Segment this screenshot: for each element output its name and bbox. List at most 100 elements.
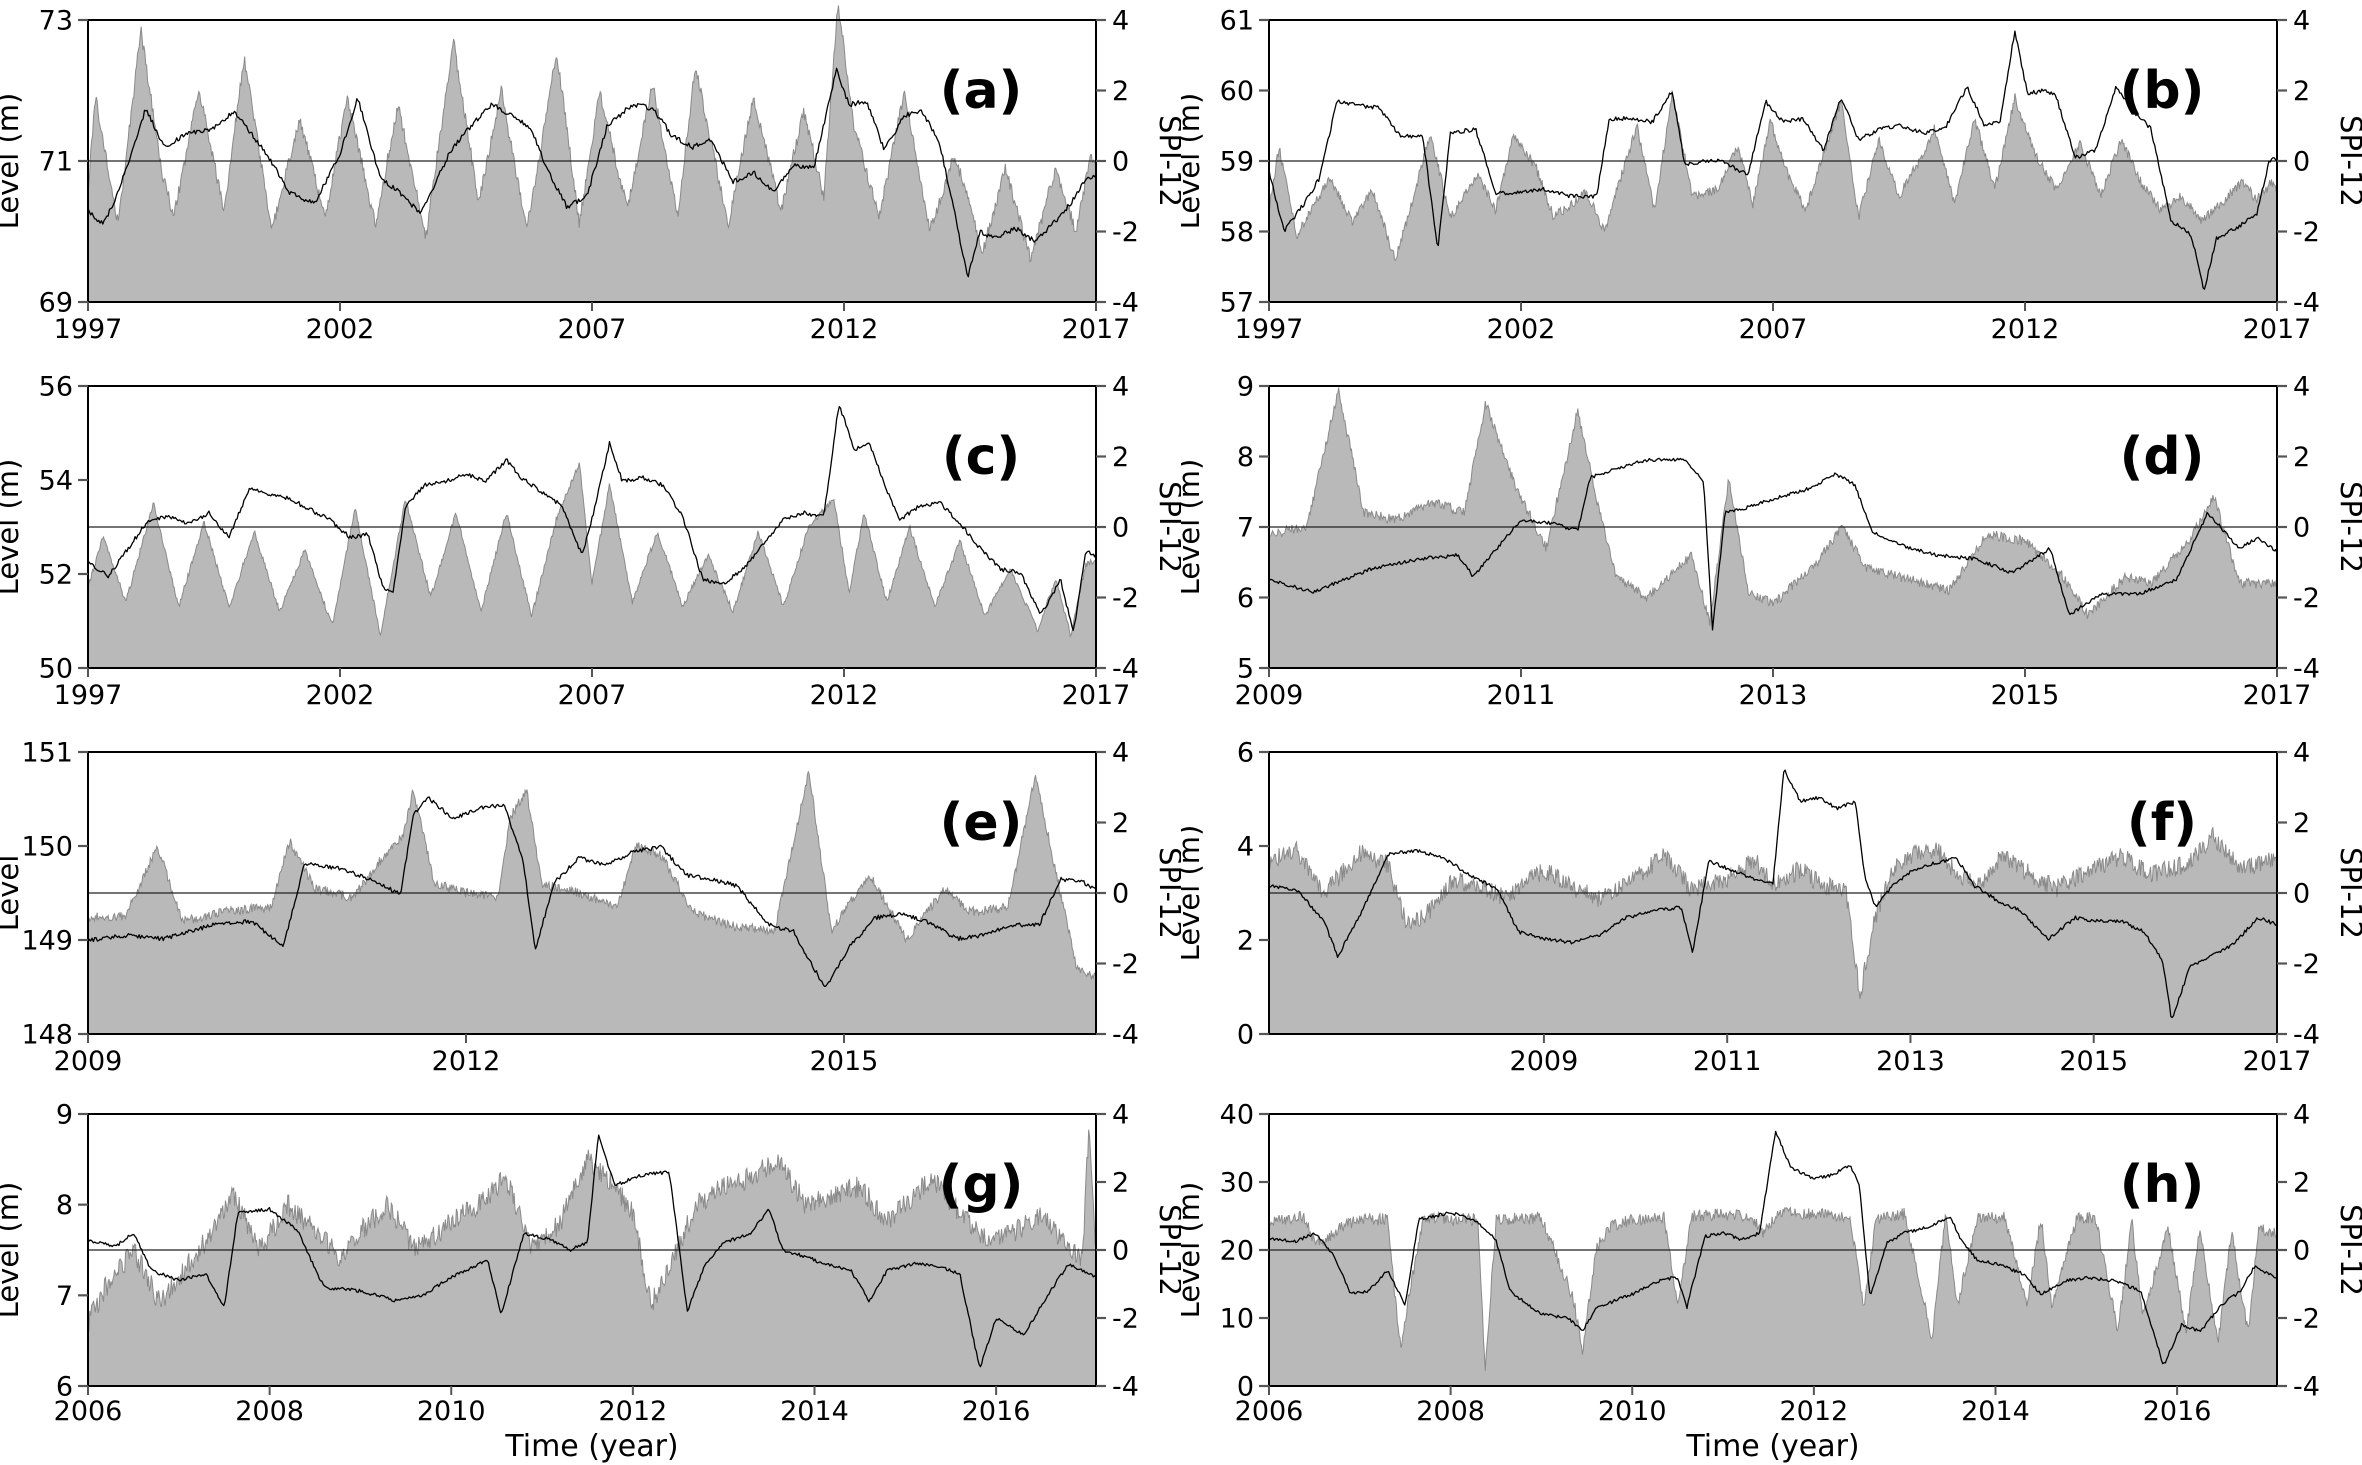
left-tick-label: 0	[1237, 1371, 1254, 1402]
left-tick-label: 57	[1220, 287, 1254, 318]
y-axis-right: 4 2 0 -2 -4 SPI-12	[1096, 1099, 1181, 1402]
right-tick-label: 4	[1112, 371, 1129, 402]
right-tick-label: 0	[1112, 512, 1129, 543]
right-tick-label: -4	[2293, 1019, 2320, 1050]
x-tick-label: 2009	[1510, 1046, 1579, 1077]
left-tick-label: 6	[1237, 583, 1254, 614]
x-axis-title: Time (year)	[504, 1429, 678, 1464]
right-tick-label: -2	[2293, 583, 2320, 614]
left-tick-label: 10	[1220, 1303, 1254, 1334]
x-axis: 2006 2008 2010 2012 2014 2016 Time (year)	[54, 1386, 1031, 1464]
x-tick-label: 2002	[306, 680, 375, 711]
left-tick-label: 6	[1237, 737, 1254, 768]
x-tick-label: 2017	[2243, 680, 2312, 711]
right-tick-label: -4	[1112, 653, 1139, 684]
x-tick-label: 2002	[1487, 314, 1556, 345]
right-tick-label: -2	[1112, 583, 1139, 614]
left-tick-label: 69	[39, 287, 73, 318]
x-tick-label: 2014	[780, 1396, 849, 1427]
right-axis-title: SPI-12	[1153, 1204, 1181, 1296]
left-tick-label: 7	[1237, 512, 1254, 543]
x-tick-label: 2012	[810, 680, 879, 711]
right-tick-label: 2	[1112, 1167, 1129, 1198]
right-tick-label: 4	[2293, 1099, 2310, 1130]
right-tick-label: 0	[2293, 878, 2310, 909]
x-tick-label: 2012	[1991, 314, 2060, 345]
left-axis-title: Level (m)	[0, 1182, 25, 1319]
panel-g: 9 8 7 6 Level (m) 4 2 0 -2 -4 SPI-12 2006 2008 2010 20…	[0, 1098, 1181, 1465]
right-tick-label: 2	[2293, 76, 2310, 107]
x-tick-label: 2016	[2143, 1396, 2212, 1427]
x-tick-label: 2008	[235, 1396, 304, 1427]
left-axis-title: Level (m)	[1181, 1182, 1206, 1319]
y-axis-left: 73 71 69 Level (m)	[0, 5, 88, 318]
level-area	[88, 1129, 1096, 1387]
panel-a: 73 71 69 Level (m) 4 2 0 -2 -4 SPI-12 1997 2002 2007…	[0, 0, 1181, 366]
right-tick-label: 2	[2293, 1167, 2310, 1198]
x-tick-label: 2017	[1062, 314, 1131, 345]
x-tick-label: 1997	[1235, 314, 1304, 345]
right-tick-label: -2	[1112, 1303, 1139, 1334]
x-tick-label: 2012	[599, 1396, 668, 1427]
x-axis: 2009 2011 2013 2015 2017	[1235, 668, 2312, 711]
x-tick-label: 2017	[2243, 1046, 2312, 1077]
spi-line	[1269, 1130, 2277, 1365]
panel-letter: (h)	[2120, 1155, 2205, 1215]
left-tick-label: 52	[39, 559, 73, 590]
x-axis: 2006 2008 2010 2012 2014 2016 Time (year)	[1235, 1386, 2212, 1464]
x-tick-label: 2013	[1739, 680, 1808, 711]
x-tick-label: 2014	[1961, 1396, 2030, 1427]
y-axis-left: 40 30 20 10 0 Level (m)	[1181, 1099, 1269, 1402]
x-axis-title: Time (year)	[1685, 1429, 1859, 1464]
right-tick-label: 2	[1112, 442, 1129, 473]
right-tick-label: 0	[2293, 146, 2310, 177]
spi-line	[1269, 30, 2277, 290]
panel-e: 151 150 149 148 Level 4 2 0 -2 -4 SPI-12 2009 2012 20…	[0, 732, 1181, 1098]
left-tick-label: 30	[1220, 1167, 1254, 1198]
left-tick-label: 148	[21, 1019, 73, 1050]
x-tick-label: 2016	[962, 1396, 1031, 1427]
panel-letter: (d)	[2120, 427, 2205, 487]
x-tick-label: 2015	[1991, 680, 2060, 711]
x-tick-label: 2010	[1598, 1396, 1667, 1427]
right-tick-label: 2	[1112, 808, 1129, 839]
level-area	[1269, 90, 2277, 303]
x-tick-label: 2009	[1235, 680, 1304, 711]
left-tick-label: 151	[21, 737, 73, 768]
left-tick-label: 6	[56, 1371, 73, 1402]
right-tick-label: 4	[2293, 737, 2310, 768]
left-tick-label: 7	[56, 1281, 73, 1312]
right-tick-label: -2	[1112, 217, 1139, 248]
right-tick-label: -2	[2293, 1303, 2320, 1334]
spi-line	[88, 796, 1096, 988]
left-tick-label: 56	[39, 371, 73, 402]
right-axis-title: SPI-12	[2334, 115, 2362, 207]
panel-letter: (b)	[2120, 61, 2205, 121]
y-axis-right: 4 2 0 -2 -4 SPI-12	[1096, 5, 1181, 318]
right-tick-label: 0	[2293, 1235, 2310, 1266]
x-tick-label: 1997	[54, 680, 123, 711]
panel-letter: (g)	[939, 1155, 1024, 1215]
left-tick-label: 2	[1237, 925, 1254, 956]
y-axis-left: 9 8 7 6 Level (m)	[0, 1099, 88, 1402]
right-tick-label: -4	[2293, 1371, 2320, 1402]
right-axis-title: SPI-12	[2334, 1204, 2362, 1296]
right-tick-label: 2	[2293, 808, 2310, 839]
chart-b: 61 60 59 58 57 Level (m) 4 2 0 -2 -4 SPI-12 1997 2002…	[1181, 5, 2362, 345]
right-tick-label: 4	[2293, 371, 2310, 402]
right-tick-label: -2	[1112, 949, 1139, 980]
left-axis-title: Level (m)	[0, 93, 25, 230]
x-tick-label: 2010	[417, 1396, 486, 1427]
left-tick-label: 5	[1237, 653, 1254, 684]
x-tick-label: 2006	[1235, 1396, 1304, 1427]
left-tick-label: 40	[1220, 1099, 1254, 1130]
panel-b: 61 60 59 58 57 Level (m) 4 2 0 -2 -4 SPI-12 1997 2002…	[1181, 0, 2362, 366]
left-tick-label: 4	[1237, 831, 1254, 862]
x-tick-label: 2009	[54, 1046, 123, 1077]
left-tick-label: 8	[56, 1190, 73, 1221]
right-tick-label: 4	[1112, 1099, 1129, 1130]
right-tick-label: 2	[2293, 442, 2310, 473]
